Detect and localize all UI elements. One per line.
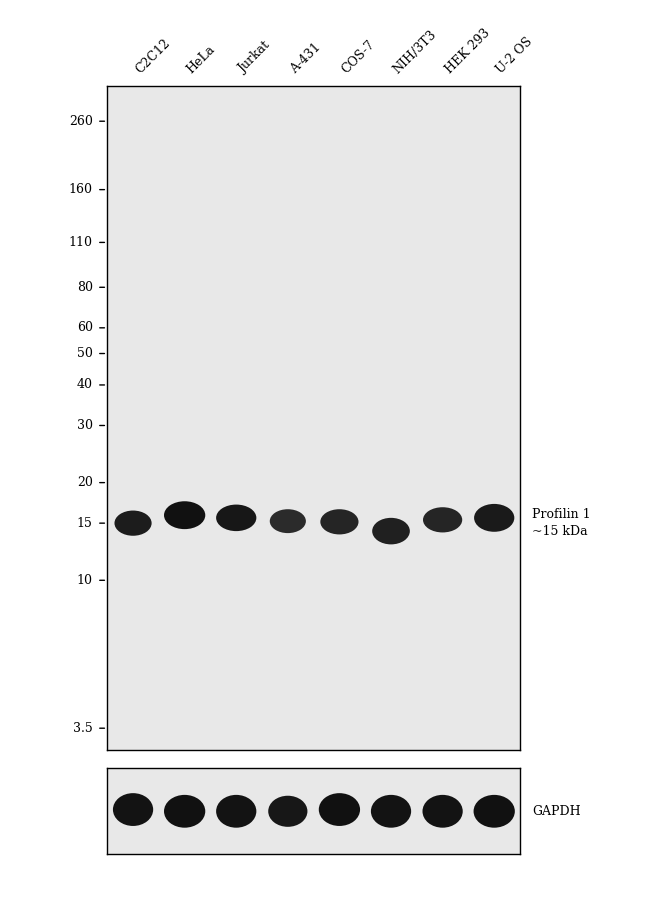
Text: 60: 60 — [77, 321, 93, 335]
Text: 160: 160 — [69, 183, 93, 196]
Text: 80: 80 — [77, 281, 93, 294]
Text: Jurkat: Jurkat — [236, 40, 273, 76]
Ellipse shape — [423, 507, 462, 533]
Ellipse shape — [474, 794, 515, 828]
Text: 3.5: 3.5 — [73, 722, 93, 734]
Text: U-2 OS: U-2 OS — [494, 35, 536, 76]
Ellipse shape — [164, 501, 205, 529]
Ellipse shape — [268, 795, 307, 827]
Ellipse shape — [371, 794, 411, 828]
Text: 40: 40 — [77, 378, 93, 392]
Text: Profilin 1
~15 kDa: Profilin 1 ~15 kDa — [532, 508, 591, 538]
Ellipse shape — [216, 794, 256, 828]
Text: 15: 15 — [77, 516, 93, 530]
Text: 30: 30 — [77, 419, 93, 432]
Ellipse shape — [270, 509, 306, 533]
Text: GAPDH: GAPDH — [532, 804, 581, 818]
Ellipse shape — [164, 794, 205, 828]
Text: NIH/3T3: NIH/3T3 — [391, 28, 439, 76]
Ellipse shape — [474, 504, 514, 532]
Ellipse shape — [372, 518, 410, 544]
Text: C2C12: C2C12 — [133, 36, 173, 76]
Text: COS-7: COS-7 — [339, 38, 378, 76]
Text: A-431: A-431 — [288, 41, 323, 76]
Ellipse shape — [216, 504, 256, 531]
Ellipse shape — [114, 511, 151, 535]
Text: 50: 50 — [77, 347, 93, 360]
Text: HEK 293: HEK 293 — [443, 26, 492, 76]
Ellipse shape — [113, 794, 153, 826]
Ellipse shape — [422, 794, 463, 828]
Text: 20: 20 — [77, 476, 93, 489]
Ellipse shape — [320, 509, 359, 534]
Text: 110: 110 — [69, 236, 93, 249]
Text: 10: 10 — [77, 574, 93, 587]
Text: HeLa: HeLa — [185, 43, 218, 76]
Text: 260: 260 — [69, 115, 93, 128]
Ellipse shape — [318, 794, 360, 826]
